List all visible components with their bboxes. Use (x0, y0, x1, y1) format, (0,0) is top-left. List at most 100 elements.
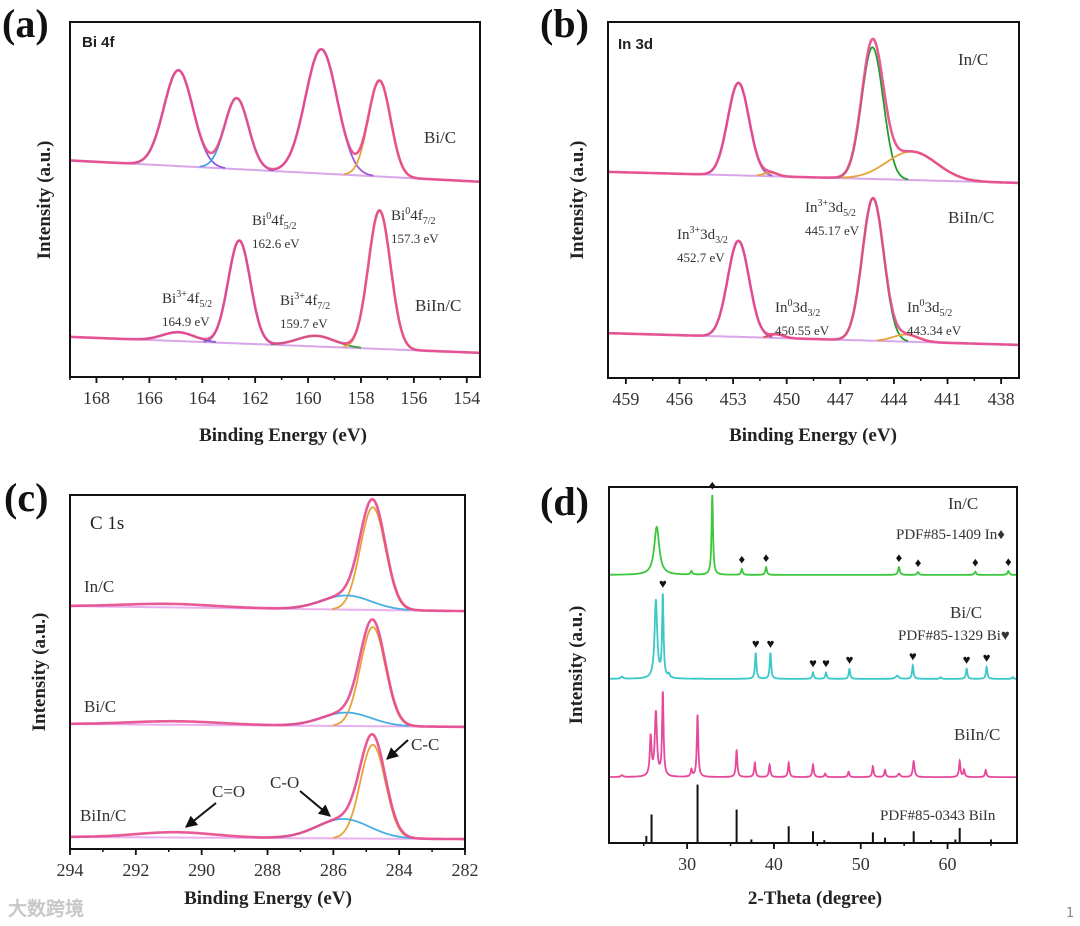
x-axis-title-a: Binding Energy (eV) (199, 425, 367, 446)
arrow-label-c-eq-o: C=O (212, 782, 246, 801)
x-tick-label: 284 (386, 860, 413, 880)
peak-marker-icon: ♥ (752, 636, 760, 651)
x-tick-label: 154 (453, 388, 480, 408)
series-label-a-bic: Bi/C (424, 128, 457, 147)
x-tick-label: 459 (612, 389, 639, 409)
x-tick-label: 290 (188, 860, 215, 880)
peak-annotation: In03d3/2 450.55 eV (775, 298, 830, 338)
x-tick-label: 40 (765, 854, 783, 874)
peak-marker-icon: ♥ (846, 652, 854, 667)
arrow-label-cc: C-C (411, 735, 440, 754)
peak-annotation: In3+3d5/2 445.17 eV (805, 198, 860, 238)
plot-frame (608, 486, 1018, 844)
envelope-curve (70, 209, 481, 355)
peak-marker-icon: ♥ (822, 655, 830, 670)
peak-marker-icon: ♦ (709, 478, 716, 493)
peak-marker-icon: ♥ (767, 636, 775, 651)
peak-marker-icon: ♥ (659, 576, 667, 591)
series-label-c-binc: BiIn/C (80, 806, 127, 825)
peak-marker-icon: ♦ (915, 555, 922, 570)
series-label-d-inc: In/C (948, 494, 979, 513)
y-axis-title-d: Intensity (a.u.) (566, 605, 587, 725)
peak-annotation: In03d5/2 443.34 eV (907, 298, 962, 338)
x-tick-label: 162 (242, 388, 269, 408)
fit-component-curve (332, 743, 414, 840)
reference-label-bi: PDF#85-1329 Bi♥ (898, 628, 1010, 644)
series-label-b-inc: In/C (958, 50, 989, 69)
x-tick-label: 438 (988, 389, 1015, 409)
peak-marker-icon: ♥ (809, 655, 817, 670)
x-tick-label: 294 (57, 860, 84, 880)
fit-component-curve (332, 626, 414, 727)
x-tick-label: 292 (122, 860, 149, 880)
peak-annotation: In3+3d3/2 452.7 eV (677, 225, 728, 265)
x-tick-label: 164 (189, 388, 216, 408)
series-label-c-bic: Bi/C (84, 697, 117, 716)
panel-title-c: C 1s (90, 513, 125, 534)
page-number: 1 (1066, 906, 1075, 921)
y-axis-title-b: Intensity (a.u.) (567, 140, 588, 260)
x-tick-label: 156 (400, 388, 427, 408)
watermark: 大数跨境 (8, 898, 85, 920)
x-tick-label: 282 (452, 860, 479, 880)
xrd-pattern-curve (608, 593, 1017, 680)
fit-component-curve (837, 46, 909, 181)
xrd-pattern-curve (609, 691, 1017, 778)
x-tick-label: 60 (939, 854, 957, 874)
x-tick-label: 447 (827, 389, 854, 409)
series-label-d-bic: Bi/C (950, 603, 983, 622)
fit-component-curve (332, 506, 414, 611)
peak-annotation: Bi04f7/2 157.3 eV (391, 206, 439, 246)
reference-label-biin: PDF#85-0343 BiIn (880, 808, 996, 824)
envelope-curve (70, 733, 465, 841)
fit-component-curve (203, 239, 276, 346)
envelope-curve (69, 48, 480, 183)
y-axis-title-a: Intensity (a.u.) (34, 140, 55, 260)
x-tick-label: 288 (254, 860, 281, 880)
x-tick-label: 50 (852, 854, 870, 874)
fit-component-curve (269, 48, 374, 177)
panel-title-a: Bi 4f (82, 34, 115, 51)
x-tick-label: 453 (720, 389, 747, 409)
xrd-pattern-curve (609, 494, 1017, 576)
series-label-d-binc: BiIn/C (954, 725, 1001, 744)
peak-annotation: Bi3+4f5/2 164.9 eV (162, 289, 213, 329)
envelope-curve (608, 37, 1019, 185)
annotation-arrow-icon (185, 802, 217, 828)
x-tick-label: 450 (773, 389, 800, 409)
arrow-label-co: C-O (270, 773, 300, 792)
x-tick-label: 441 (934, 389, 961, 409)
x-tick-label: 444 (880, 389, 907, 409)
y-axis-title-c: Intensity (a.u.) (29, 612, 50, 732)
annotation-arrow-icon (299, 790, 331, 817)
peak-marker-icon: ♥ (983, 650, 991, 665)
envelope-curve (607, 196, 1019, 347)
x-tick-label: 158 (347, 388, 374, 408)
panel-letter-c: (c) (4, 475, 49, 520)
series-label-b-binc: BiIn/C (948, 208, 995, 227)
plot-frame (69, 494, 466, 850)
x-axis-title-b: Binding Energy (eV) (729, 425, 897, 446)
peak-marker-icon: ♦ (896, 550, 903, 565)
peak-marker-icon: ♦ (972, 555, 979, 570)
plot-frame (69, 21, 481, 378)
panel-letter-a: (a) (2, 1, 49, 46)
peak-marker-icon: ♦ (738, 552, 745, 567)
baseline-curve (70, 159, 480, 183)
x-tick-label: 456 (666, 389, 693, 409)
panel-letter-b: (b) (540, 1, 589, 46)
x-tick-label: 286 (320, 860, 347, 880)
x-tick-label: 168 (83, 388, 110, 408)
peak-marker-icon: ♥ (909, 648, 917, 663)
peak-marker-icon: ♥ (963, 652, 971, 667)
x-tick-label: 160 (295, 388, 322, 408)
envelope-curve (70, 497, 465, 613)
peak-annotation: Bi04f5/2 162.6 eV (252, 211, 300, 251)
annotation-arrow-icon (386, 739, 409, 760)
peak-marker-icon: ♦ (763, 550, 770, 565)
peak-marker-icon: ♦ (1005, 554, 1012, 569)
series-label-c-inc: In/C (84, 577, 115, 596)
fit-component-curve (704, 82, 773, 177)
x-axis-title-d: 2-Theta (degree) (747, 888, 883, 909)
